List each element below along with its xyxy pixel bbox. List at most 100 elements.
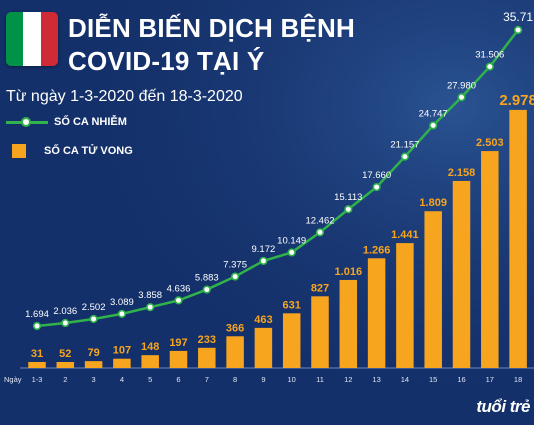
death-bar-label: 197 xyxy=(169,337,187,349)
legend-line-icon xyxy=(6,116,48,128)
x-tick-label: 2 xyxy=(63,375,67,384)
death-bar-label: 31 xyxy=(31,348,43,360)
death-bar-label: 1.809 xyxy=(419,197,447,209)
cases-label: 12.462 xyxy=(305,215,334,226)
cases-point xyxy=(485,62,494,71)
cases-label: 3.089 xyxy=(110,297,134,308)
death-bar-label: 233 xyxy=(198,334,216,346)
cases-point xyxy=(61,318,70,328)
death-bar-label: 463 xyxy=(254,314,272,326)
cases-label: 21.157 xyxy=(390,140,419,151)
cases-point xyxy=(457,93,466,102)
x-tick-label: 15 xyxy=(429,375,437,384)
death-bar-label: 79 xyxy=(87,347,99,359)
cases-label: 27.980 xyxy=(447,80,476,91)
death-bar xyxy=(254,327,273,368)
cases-point xyxy=(259,256,268,266)
x-tick-label: 9 xyxy=(261,375,265,384)
legend-cases: SỐ CA NHIỄM xyxy=(6,116,127,128)
death-bar xyxy=(396,243,414,368)
cases-label: 10.149 xyxy=(277,235,306,246)
death-bar xyxy=(226,336,244,368)
italy-flag-icon xyxy=(6,12,58,66)
death-bar xyxy=(311,296,329,368)
flag-white-stripe xyxy=(23,12,41,66)
x-tick-label: 6 xyxy=(176,375,180,384)
death-bar xyxy=(367,258,386,368)
cases-label: 5.883 xyxy=(195,273,219,284)
cases-point xyxy=(231,272,240,281)
x-tick-label: 16 xyxy=(457,375,465,384)
x-tick-label: 4 xyxy=(120,375,124,384)
x-axis-prefix: Ngày xyxy=(4,375,22,384)
x-tick-label: 18 xyxy=(514,375,522,384)
cases-point xyxy=(344,205,353,214)
cases-label: 24.747 xyxy=(419,108,448,119)
death-bar-label: 1.016 xyxy=(335,266,363,278)
cases-label: 9.172 xyxy=(252,244,276,255)
death-bar-label: 631 xyxy=(283,299,301,311)
cases-point xyxy=(315,228,325,237)
cases-label: 15.113 xyxy=(334,192,362,203)
death-bar xyxy=(509,109,527,368)
legend-cases-label: SỐ CA NHIỄM xyxy=(54,116,127,128)
x-tick-label: 13 xyxy=(372,375,380,384)
cases-label: 35.71 xyxy=(503,10,533,24)
death-bar-label: 2.978 xyxy=(499,92,534,109)
death-bar-label: 52 xyxy=(59,348,71,360)
cases-point xyxy=(287,248,296,257)
cases-point xyxy=(513,25,523,35)
cases-point xyxy=(174,296,183,305)
x-tick-label: 7 xyxy=(205,375,209,384)
cases-line xyxy=(36,29,520,328)
x-tick-label: 11 xyxy=(316,375,324,384)
x-tick-label: 3 xyxy=(92,375,96,384)
brand-logo: tuổi trẻ xyxy=(476,397,530,416)
death-bar xyxy=(169,350,188,368)
x-tick-label: 12 xyxy=(344,375,352,384)
cases-label: 31.506 xyxy=(475,50,504,61)
legend-bar-icon xyxy=(12,144,26,158)
death-bar xyxy=(141,355,159,368)
flag-green-stripe xyxy=(6,12,24,66)
death-bar xyxy=(56,362,75,368)
cases-label: 3.858 xyxy=(138,290,162,301)
cases-label: 1.694 xyxy=(25,309,49,320)
death-bar-label: 1.441 xyxy=(391,229,419,241)
page-title-line1: DIỄN BIẾN DỊCH BỆNH xyxy=(68,13,355,43)
cases-label: 4.636 xyxy=(167,283,191,294)
legend-deaths-label: SỐ CA TỬ VONG xyxy=(44,145,133,157)
death-bar xyxy=(198,347,216,368)
death-bar-label: 2.158 xyxy=(448,167,476,179)
death-bar xyxy=(452,180,471,368)
death-bar xyxy=(339,279,358,368)
x-tick-label: 10 xyxy=(288,375,296,384)
cases-label: 7.375 xyxy=(223,260,247,271)
death-bar xyxy=(282,313,301,368)
x-tick-label: 14 xyxy=(401,375,409,384)
cases-point xyxy=(89,314,98,324)
cases-point xyxy=(146,303,155,312)
cases-point xyxy=(400,152,410,161)
death-bar-label: 107 xyxy=(113,345,131,357)
cases-point xyxy=(202,285,211,294)
date-range-subtitle: Từ ngày 1-3-2020 đến 18-3-2020 xyxy=(6,88,243,105)
death-bar xyxy=(28,362,46,368)
x-tick-label: 8 xyxy=(233,375,237,384)
cases-point xyxy=(372,182,381,192)
legend-deaths: SỐ CA TỬ VONG xyxy=(6,144,133,158)
cases-point xyxy=(117,309,126,318)
cases-point xyxy=(429,121,438,130)
death-bar xyxy=(424,211,442,368)
cases-label: 17.660 xyxy=(362,170,391,181)
death-bar xyxy=(84,361,103,368)
cases-point xyxy=(32,321,42,331)
cases-label: 2.502 xyxy=(82,302,106,313)
cases-label: 2.036 xyxy=(53,306,77,317)
x-tick-label: 1-3 xyxy=(32,375,43,384)
death-bar-label: 827 xyxy=(311,282,329,294)
death-bar-label: 2.503 xyxy=(476,137,504,149)
x-tick-label: 5 xyxy=(148,375,152,384)
